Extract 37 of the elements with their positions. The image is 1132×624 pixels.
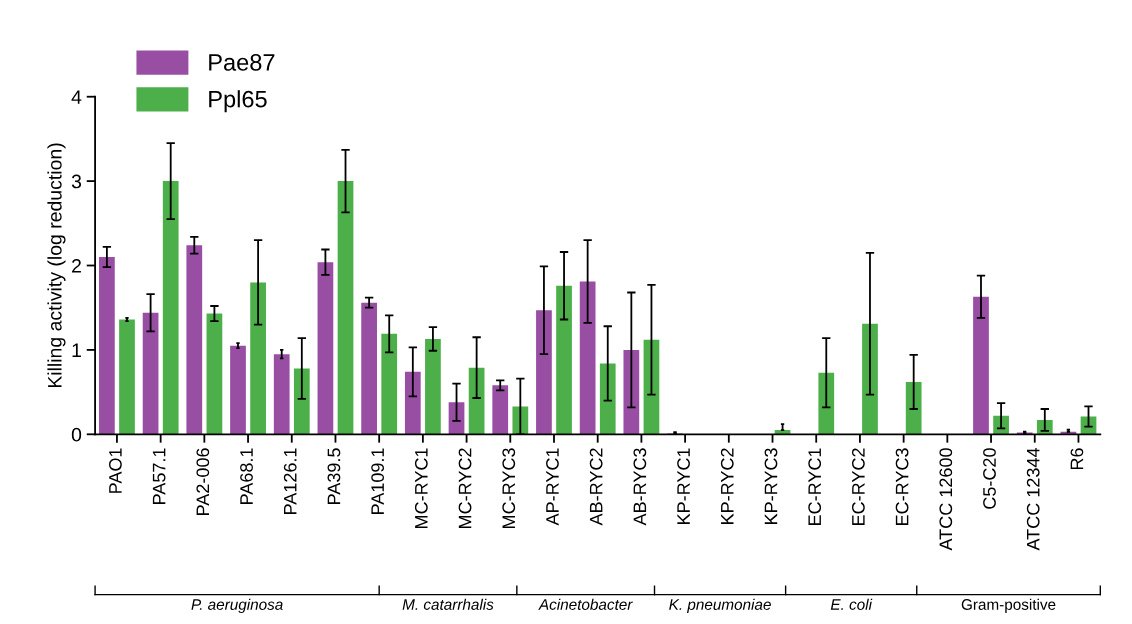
x-tick-label: PA2-006 bbox=[196, 448, 210, 515]
y-tick-label: 2 bbox=[72, 258, 81, 273]
text: Acinetobacter bbox=[538, 598, 633, 610]
x-tick-label: KP-RYC2 bbox=[720, 448, 734, 524]
y-tick-label: 1 bbox=[72, 343, 81, 357]
x-tick-label: EC-RYC3 bbox=[895, 448, 909, 525]
x-tick-label: AB-RYC2 bbox=[589, 448, 603, 526]
x-tick-label: ATCC 12600 bbox=[939, 448, 953, 551]
x-tick-label: AP-RYC1 bbox=[546, 448, 559, 526]
text: M. catarrhalis bbox=[402, 598, 494, 610]
x-tick-label: ATCC 12344 bbox=[1026, 448, 1040, 551]
y-tick-label: 0 bbox=[71, 427, 82, 442]
x-tick-label: MC-RYC1 bbox=[414, 448, 428, 528]
x-tick-label: MC-RYC2 bbox=[458, 448, 472, 528]
text: E. coli bbox=[830, 598, 873, 610]
x-tick-label: PA126.1 bbox=[283, 448, 297, 514]
text: K. pneumoniae bbox=[669, 598, 771, 613]
y-axis-title: Killing activity (log reduction) bbox=[47, 143, 66, 388]
x-tick-label: AB-RYC3 bbox=[633, 448, 647, 526]
x-tick-label: C5-C20 bbox=[983, 448, 996, 509]
x-tick-label: PA57.1 bbox=[152, 448, 166, 504]
legend-label: Pae87 bbox=[209, 54, 275, 71]
x-tick-label: R6 bbox=[1070, 448, 1084, 470]
x-tick-label: EC-RYC1 bbox=[808, 448, 822, 525]
x-tick-label: PA39.5 bbox=[327, 448, 341, 504]
x-tick-label: PAO1 bbox=[109, 448, 122, 493]
y-tick-label: 3 bbox=[71, 174, 82, 189]
x-tick-label: KP-RYC3 bbox=[764, 448, 778, 524]
text: Gram-positive bbox=[961, 598, 1056, 613]
legend-label: Ppl65 bbox=[209, 90, 267, 113]
x-tick-label: KP-RYC1 bbox=[677, 448, 690, 524]
x-tick-label: PA109.1 bbox=[371, 448, 385, 514]
y-tick-label: 4 bbox=[71, 90, 82, 104]
x-tick-label: MC-RYC3 bbox=[502, 448, 516, 528]
text: P. aeruginosa bbox=[191, 598, 283, 613]
x-tick-label: EC-RYC2 bbox=[851, 448, 865, 525]
x-tick-label: PA68.1 bbox=[240, 448, 253, 504]
